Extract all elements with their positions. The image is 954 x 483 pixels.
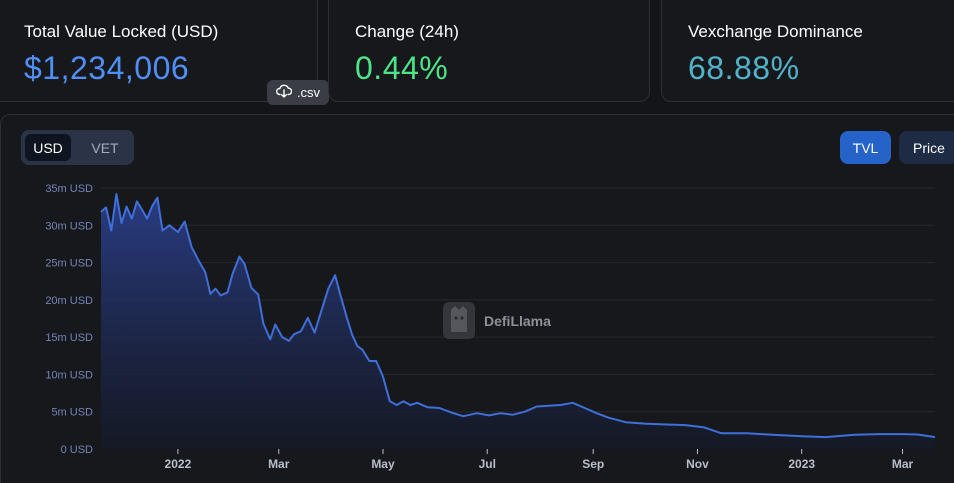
y-tick-label: 25m USD	[45, 258, 93, 270]
x-tick-label: Mar	[268, 457, 290, 471]
y-tick-label: 0 USD	[61, 444, 93, 456]
cloud-download-icon	[275, 84, 293, 101]
watermark-text: DefiLlama	[484, 313, 551, 329]
y-tick-label: 20m USD	[45, 295, 93, 307]
csv-download-button[interactable]: .csv	[267, 80, 329, 105]
dominance-value: 68.88%	[688, 50, 800, 86]
watermark: DefiLlama	[443, 302, 551, 339]
change-label: Change (24h)	[355, 22, 459, 41]
tvl-line	[100, 193, 936, 439]
dominance-card: Vexchange Dominance 68.88%	[661, 0, 954, 102]
change-value: 0.44%	[355, 50, 449, 86]
tvl-label: Total Value Locked (USD)	[24, 22, 219, 41]
x-tick-label: Jul	[479, 457, 496, 471]
currency-option-usd[interactable]: USD	[25, 134, 71, 161]
x-tick-label: Sep	[582, 457, 604, 471]
y-tick-label: 5m USD	[51, 407, 93, 419]
x-tick-label: Mar	[892, 457, 914, 471]
tvl-card: Total Value Locked (USD) $1,234,006	[0, 0, 318, 102]
x-axis: 2022 Mar May Jul Sep Nov 2023 Mar	[165, 449, 914, 471]
tvl-area	[101, 194, 935, 449]
currency-toggle: USD VET	[21, 130, 134, 165]
y-tick-label: 10m USD	[45, 369, 93, 381]
change-card: Change (24h) 0.44%	[328, 0, 650, 102]
x-tick-label: 2022	[165, 457, 192, 471]
y-tick-label: 15m USD	[45, 332, 93, 344]
tvl-value: $1,234,006	[24, 50, 190, 86]
price-chart-button[interactable]: Price	[899, 131, 954, 164]
defillama-logo-icon	[443, 302, 475, 339]
y-tick-label: 30m USD	[45, 220, 93, 232]
tvl-chart-button[interactable]: TVL	[840, 131, 891, 164]
x-tick-label: May	[371, 457, 395, 471]
csv-label: .csv	[296, 85, 321, 100]
x-tick-label: Nov	[686, 457, 709, 471]
currency-option-vet[interactable]: VET	[91, 139, 119, 156]
dominance-label: Vexchange Dominance	[688, 22, 863, 41]
y-tick-label: 35m USD	[45, 183, 93, 195]
y-axis: 0 USD 5m USD 10m USD 15m USD 20m USD 25m USD 3…	[45, 183, 93, 456]
x-tick-label: 2023	[788, 457, 815, 471]
